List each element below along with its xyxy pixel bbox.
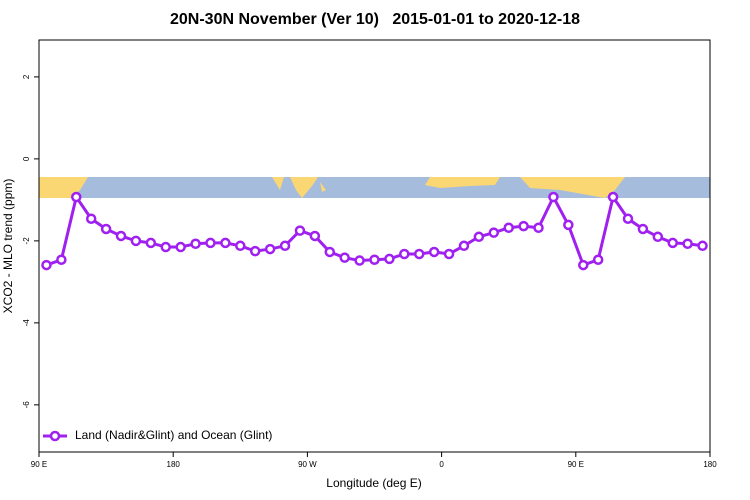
data-point <box>190 238 201 249</box>
data-point <box>637 223 649 235</box>
y-tick-label: -4 <box>22 319 31 327</box>
y-tick-label: -2 <box>22 237 31 245</box>
data-point <box>533 222 544 234</box>
data-point <box>309 230 321 242</box>
data-point <box>205 237 216 249</box>
x-tick-label: 180 <box>167 460 181 469</box>
data-point <box>41 259 52 271</box>
data-point <box>473 231 485 243</box>
data-point <box>667 237 678 249</box>
legend-marker <box>49 430 61 442</box>
data-point <box>56 254 67 265</box>
y-tick-label: 2 <box>22 74 31 79</box>
data-point <box>682 238 693 249</box>
data-point <box>428 246 440 258</box>
x-tick-label: 90 E <box>31 460 47 469</box>
x-tick-label: 90 W <box>298 460 317 469</box>
y-tick-label: -6 <box>22 401 31 409</box>
data-point <box>324 246 336 258</box>
plot-frame <box>38 39 711 453</box>
data-point <box>592 254 604 265</box>
x-tick-label: 90 E <box>568 460 584 469</box>
y-tick-label: 0 <box>22 156 31 161</box>
data-point <box>160 241 171 253</box>
data-point <box>399 248 410 260</box>
data-point <box>488 227 500 238</box>
data-point <box>175 241 186 253</box>
data-point <box>71 191 82 203</box>
legend-label: Land (Nadir&Glint) and Ocean (Glint) <box>75 428 272 442</box>
x-tick-label: 180 <box>703 460 717 469</box>
data-point <box>130 235 142 247</box>
y-axis-label: XCO2 - MLO trend (ppm) <box>1 179 15 314</box>
data-point <box>413 248 425 260</box>
data-point <box>563 219 574 231</box>
data-point <box>697 240 708 252</box>
data-point <box>503 222 514 234</box>
x-axis-label: Longitude (deg E) <box>326 476 421 490</box>
data-point <box>354 255 365 266</box>
data-point <box>518 220 529 232</box>
data-point <box>607 191 619 203</box>
data-point <box>339 252 350 263</box>
data-point <box>384 253 395 265</box>
data-point <box>443 248 455 260</box>
data-point <box>249 245 261 257</box>
map-strip <box>39 177 710 198</box>
data-point <box>235 240 246 252</box>
data-point <box>458 240 470 252</box>
data-point <box>115 230 127 242</box>
data-point <box>220 237 231 249</box>
data-point <box>279 240 291 252</box>
data-point <box>85 213 97 224</box>
data-point <box>264 243 276 255</box>
data-point <box>578 259 589 271</box>
data-point <box>548 191 559 203</box>
data-point <box>100 223 112 235</box>
data-point <box>145 237 157 249</box>
data-point <box>652 231 664 243</box>
data-point <box>294 225 306 236</box>
data-point <box>369 254 380 265</box>
x-tick-label: 0 <box>439 460 444 469</box>
data-point <box>622 213 634 224</box>
chart-title: 20N-30N November (Ver 10) 2015-01-01 to … <box>170 11 580 28</box>
